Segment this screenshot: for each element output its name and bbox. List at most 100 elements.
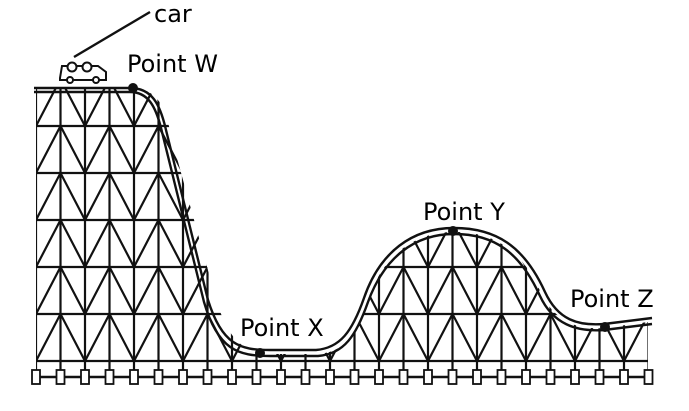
trestle-brace bbox=[647, 171, 648, 222]
trestle-brace bbox=[524, 218, 552, 269]
trestle-brace bbox=[551, 32, 576, 79]
trestle-brace bbox=[379, 32, 404, 79]
footing bbox=[251, 369, 262, 385]
trestle-brace bbox=[428, 32, 453, 79]
footing bbox=[300, 369, 311, 385]
trestle-brace bbox=[132, 265, 160, 316]
trestle-brace bbox=[451, 124, 479, 175]
trestle-brace bbox=[622, 88, 648, 128]
trestle-brace bbox=[451, 312, 479, 363]
trestle-brace bbox=[402, 88, 430, 128]
trestle-brace bbox=[230, 265, 258, 316]
footing bbox=[619, 369, 629, 385]
trestle-brace bbox=[377, 312, 405, 363]
track-upper-rail bbox=[34, 86, 653, 352]
trestle-brace bbox=[500, 88, 528, 128]
trestle-brace bbox=[304, 218, 332, 269]
trestle-brace bbox=[83, 124, 111, 175]
trestle-brace bbox=[622, 124, 648, 175]
trestle-brace bbox=[59, 171, 87, 222]
trestle-brace bbox=[255, 265, 283, 316]
trestle-brace bbox=[647, 88, 648, 128]
trestle-brace bbox=[230, 218, 258, 269]
trestle-brace bbox=[83, 218, 111, 269]
trestle-brace bbox=[83, 88, 111, 128]
trestle-brace bbox=[330, 32, 355, 79]
trestle-brace bbox=[524, 88, 552, 128]
trestle-brace bbox=[622, 218, 648, 269]
footing bbox=[178, 369, 188, 385]
trestle-brace bbox=[573, 88, 601, 128]
trestle-brace bbox=[549, 171, 577, 222]
trestle-brace bbox=[622, 171, 648, 222]
footing bbox=[398, 369, 409, 385]
trestle-brace bbox=[647, 312, 648, 363]
footing bbox=[374, 369, 384, 385]
trestle-brace bbox=[157, 171, 185, 222]
trestle-brace bbox=[304, 124, 332, 175]
trestle-brace bbox=[502, 32, 527, 79]
trestle-brace bbox=[647, 218, 648, 269]
trestle-brace bbox=[328, 218, 356, 269]
trestle-brace bbox=[36, 171, 62, 222]
car-rider-head bbox=[81, 61, 93, 73]
trestle-brace bbox=[108, 265, 136, 316]
trestle-brace bbox=[598, 88, 626, 128]
car-pointer-line bbox=[73, 10, 151, 59]
track-lower-rail bbox=[34, 90, 653, 358]
trestle-brace bbox=[598, 124, 626, 175]
trestle-brace bbox=[328, 265, 356, 316]
trestle-brace bbox=[306, 32, 331, 79]
trestle-brace bbox=[649, 32, 674, 79]
footing bbox=[325, 369, 335, 385]
trestle-brace bbox=[549, 88, 577, 128]
trestle-brace bbox=[36, 88, 62, 128]
trestle-brace bbox=[426, 312, 454, 363]
trestle-brace bbox=[83, 265, 111, 316]
trestle-brace bbox=[524, 124, 552, 175]
trestle-brace bbox=[255, 124, 283, 175]
footing bbox=[31, 369, 41, 385]
trestle-brace bbox=[475, 88, 503, 128]
trestle-brace bbox=[36, 312, 62, 363]
trestle-brace bbox=[624, 32, 649, 79]
trestle-brace bbox=[255, 218, 283, 269]
trestle-brace bbox=[600, 32, 625, 79]
point-x-dot bbox=[255, 348, 265, 358]
trestle-brace bbox=[402, 312, 430, 363]
trestle-brace bbox=[279, 88, 307, 128]
trestle-brace bbox=[108, 88, 136, 128]
trestle-brace bbox=[549, 218, 577, 269]
trestle-brace bbox=[59, 124, 87, 175]
trestle-brace bbox=[181, 312, 209, 363]
trestle-brace bbox=[475, 312, 503, 363]
trestle-brace bbox=[524, 171, 552, 222]
trestle-brace bbox=[132, 88, 160, 128]
trestle-brace bbox=[206, 88, 234, 128]
footing bbox=[153, 369, 164, 385]
point-y-label: Point Y bbox=[423, 198, 505, 226]
trestle-brace bbox=[453, 32, 478, 79]
trestle-brace bbox=[206, 218, 234, 269]
trestle-brace bbox=[230, 124, 258, 175]
point-x-label: Point X bbox=[240, 314, 324, 342]
trestle-brace bbox=[36, 265, 62, 316]
trestle-brace bbox=[377, 88, 405, 128]
trestle-brace bbox=[377, 124, 405, 175]
car-wheel bbox=[66, 76, 74, 84]
trestle-brace bbox=[304, 265, 332, 316]
footing bbox=[570, 369, 580, 385]
trestle-brace bbox=[206, 124, 234, 175]
footing bbox=[129, 369, 139, 385]
trestle-brace bbox=[500, 124, 528, 175]
trestle-brace bbox=[108, 218, 136, 269]
footing bbox=[594, 369, 605, 385]
trestle-brace bbox=[59, 88, 87, 128]
footing bbox=[202, 369, 213, 385]
footing bbox=[447, 369, 458, 385]
trestle-brace bbox=[402, 124, 430, 175]
footing bbox=[276, 369, 286, 385]
trestle-brace bbox=[500, 171, 528, 222]
footing bbox=[80, 369, 90, 385]
